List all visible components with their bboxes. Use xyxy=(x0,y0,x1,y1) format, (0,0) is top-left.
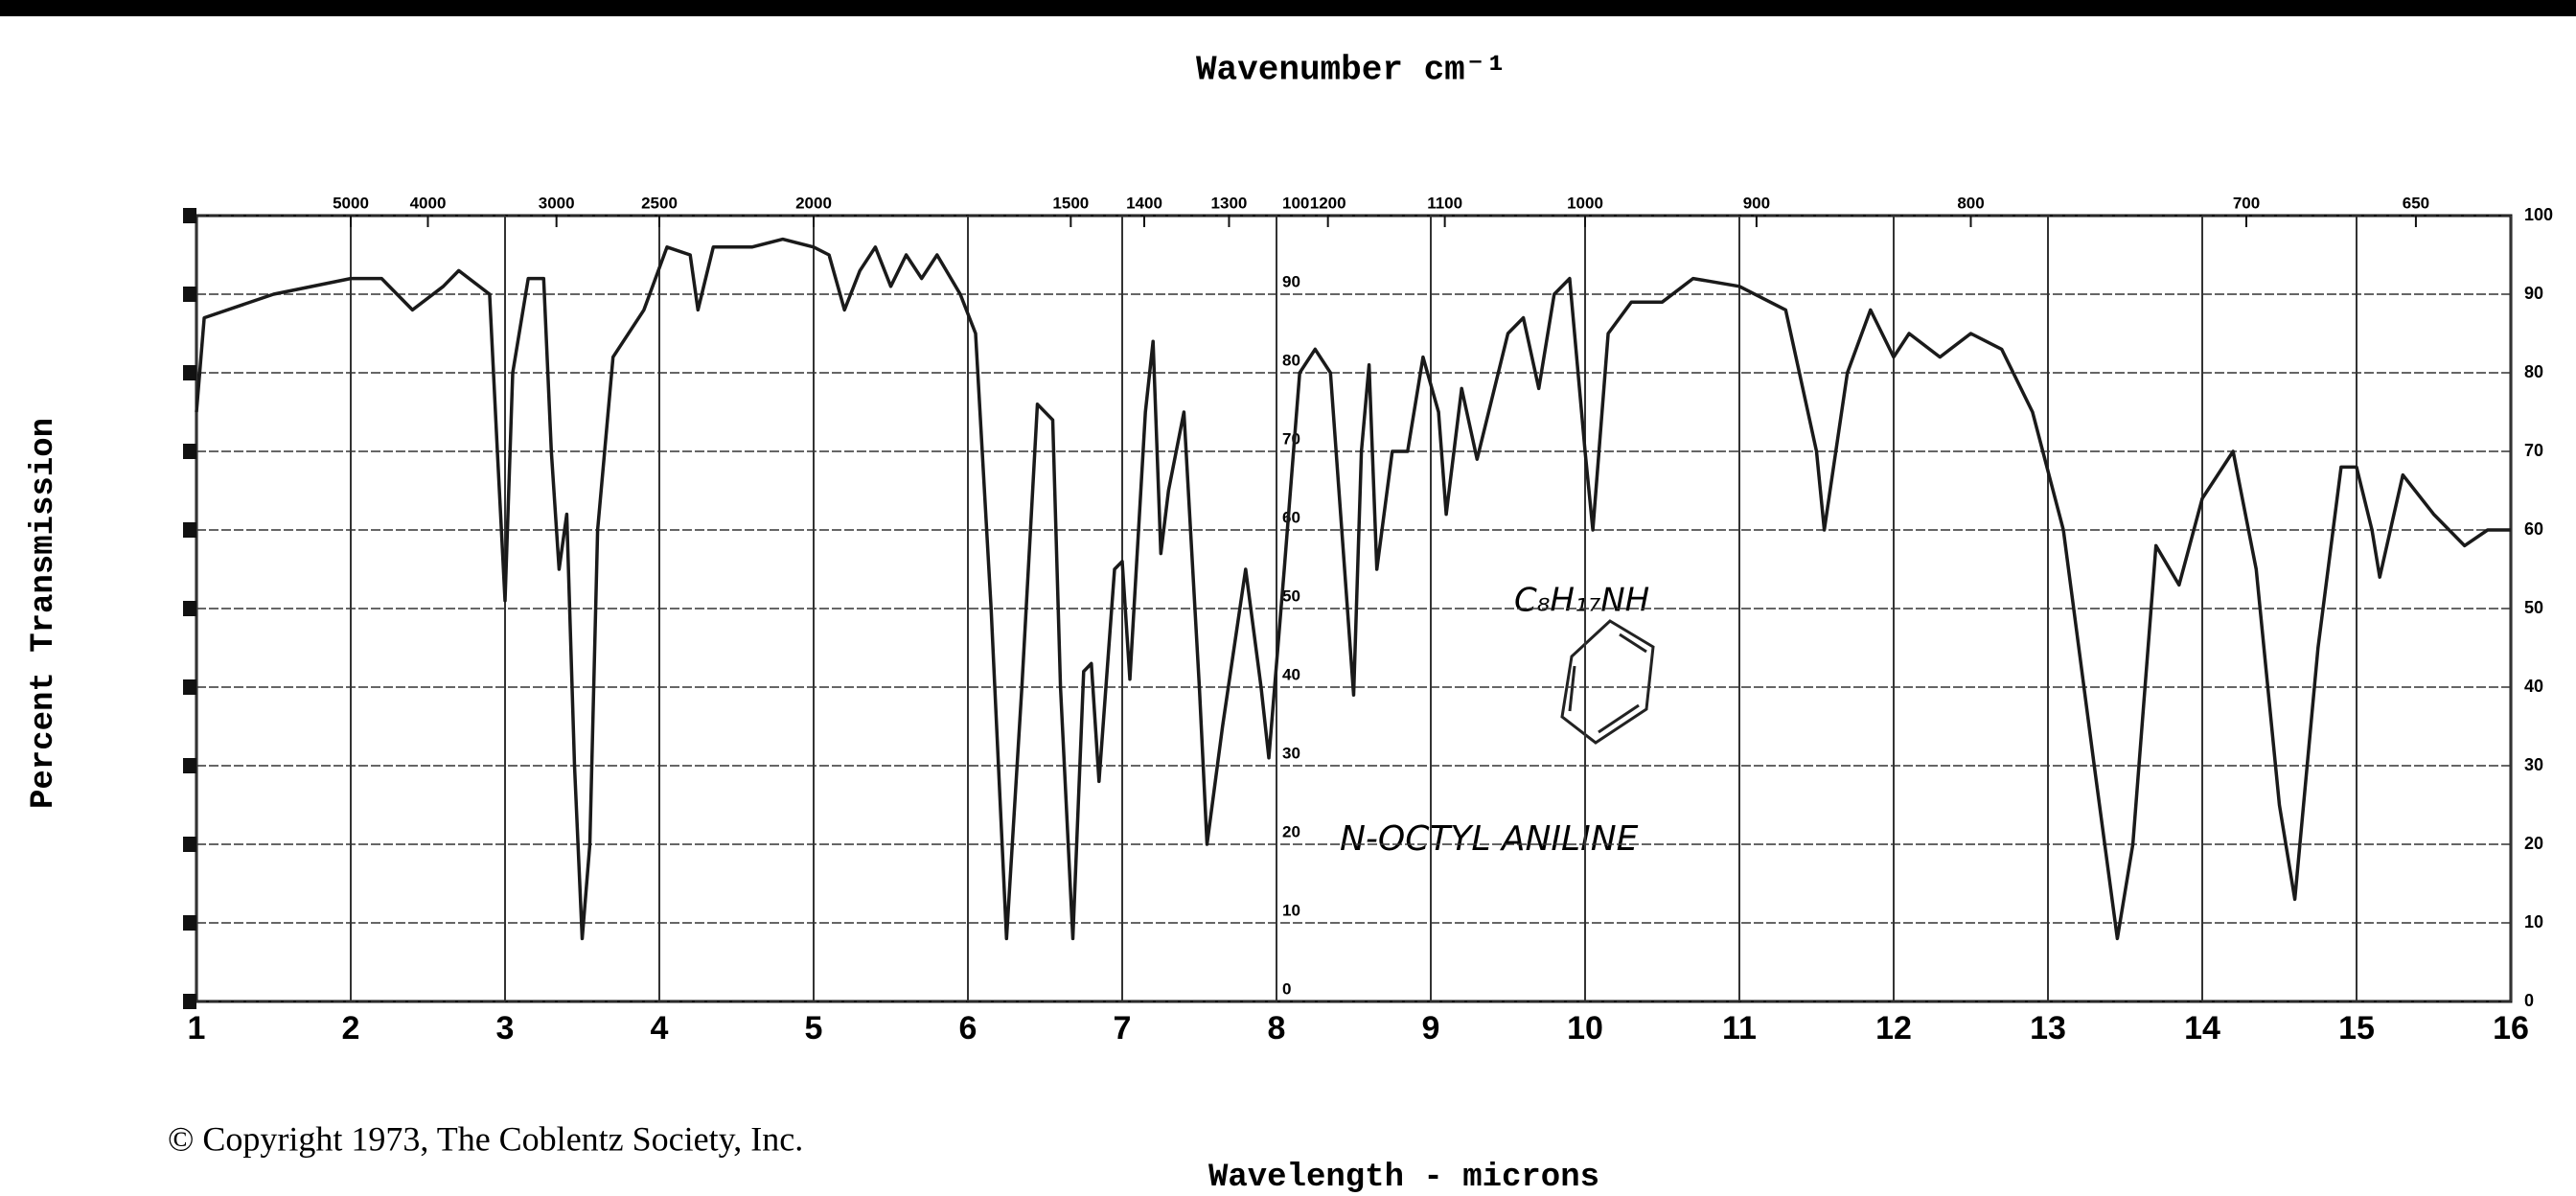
y-tick-mark xyxy=(183,915,196,931)
x-tick-label: 3 xyxy=(496,1010,515,1046)
ring-outline xyxy=(1560,619,1655,745)
x-tick-label: 4 xyxy=(651,1010,669,1046)
x2-tick-label: 2000 xyxy=(795,194,832,212)
x2-tick-label: 800 xyxy=(1957,194,1984,212)
x2-tick-label: 1400 xyxy=(1126,194,1162,212)
y-tick-label-inner: 60 xyxy=(1282,508,1300,526)
y-tick-label-inner: 70 xyxy=(1282,429,1300,448)
x-tick-label: 2 xyxy=(342,1010,360,1046)
y-tick-label: 60 xyxy=(2524,519,2543,539)
x2-axis-label: Wavenumber cm⁻¹ xyxy=(1196,51,1506,90)
y-tick-label: 30 xyxy=(2524,755,2543,774)
x-tick-label: 14 xyxy=(2184,1010,2220,1046)
y-tick-mark xyxy=(183,365,196,380)
y-tick-label-inner: 100 xyxy=(1282,194,1309,212)
x2-tick-label: 1100 xyxy=(1427,194,1462,212)
benzene-ring xyxy=(1560,619,1655,745)
y-tick-label-inner: 10 xyxy=(1282,901,1300,919)
y-tick-label: 70 xyxy=(2524,441,2543,460)
x2-tick-label: 1000 xyxy=(1567,194,1603,212)
y-tick-label-inner: 90 xyxy=(1282,272,1300,290)
y-tick-label-inner: 40 xyxy=(1282,665,1300,683)
x-tick-label: 8 xyxy=(1268,1010,1286,1046)
x-tick-label: 9 xyxy=(1422,1010,1440,1046)
x2-tick-label: 5000 xyxy=(333,194,369,212)
y-tick-mark xyxy=(183,758,196,773)
x-tick-label: 13 xyxy=(2030,1010,2066,1046)
plot-frame xyxy=(195,214,2513,1003)
y-tick-label-inner: 80 xyxy=(1282,351,1300,369)
compound-annotation: N-OCTYL ANILINE xyxy=(1340,819,1639,859)
x-tick-label: 1 xyxy=(188,1010,206,1046)
x2-tick-label: 1300 xyxy=(1211,194,1248,212)
x-tick-label: 6 xyxy=(959,1010,978,1046)
x-tick-label: 15 xyxy=(2338,1010,2375,1046)
y-tick-label-inner: 20 xyxy=(1282,822,1300,840)
x-axis-label: Wavelength - microns xyxy=(1208,1160,1599,1196)
x-tick-label: 10 xyxy=(1567,1010,1603,1046)
x2-tick-label: 1500 xyxy=(1052,194,1089,212)
y-tick-mark xyxy=(183,679,196,695)
y-tick-mark xyxy=(183,287,196,302)
x-tick-label: 11 xyxy=(1722,1010,1757,1046)
top-bar xyxy=(0,0,2576,16)
x2-tick-label: 4000 xyxy=(410,194,447,212)
y-axis-label: Percent Transmission xyxy=(26,418,62,809)
y-tick-label: 20 xyxy=(2524,834,2543,853)
y-tick-mark xyxy=(183,994,196,1009)
copyright: © Copyright 1973, The Coblentz Society, … xyxy=(168,1119,803,1158)
ring-bond xyxy=(1568,665,1576,712)
ring-bond xyxy=(1598,703,1640,734)
x-tick-label: 7 xyxy=(1114,1010,1132,1046)
y-tick-mark xyxy=(183,444,196,459)
y-tick-label: 10 xyxy=(2524,912,2543,932)
y-tick-mark xyxy=(183,522,196,538)
ring-bond xyxy=(1619,632,1647,654)
y-tick-mark xyxy=(183,208,196,223)
x2-tick-label: 1200 xyxy=(1310,194,1346,212)
x2-tick-label: 700 xyxy=(2233,194,2260,212)
x-tick-label: 12 xyxy=(1875,1010,1912,1046)
y-tick-label-inner: 0 xyxy=(1282,979,1291,998)
x2-tick-label: 900 xyxy=(1743,194,1770,212)
x-tick-label: 5 xyxy=(805,1010,823,1046)
y-tick-label: 0 xyxy=(2524,991,2534,1010)
y-tick-mark xyxy=(183,837,196,852)
y-tick-label: 50 xyxy=(2524,598,2543,617)
formula-annotation: C₈H₁₇NH xyxy=(1514,582,1649,620)
y-tick-label: 80 xyxy=(2524,362,2543,381)
y-tick-label: 40 xyxy=(2524,677,2543,696)
y-tick-mark xyxy=(183,601,196,616)
x2-tick-label: 2500 xyxy=(641,194,678,212)
x-tick-label: 16 xyxy=(2493,1010,2529,1046)
spectrum-line xyxy=(195,237,2511,941)
y-tick-label-inner: 50 xyxy=(1282,586,1300,605)
x2-tick-label: 3000 xyxy=(539,194,575,212)
x2-tick-label: 650 xyxy=(2403,194,2429,212)
y-tick-label-inner: 30 xyxy=(1282,744,1300,762)
y-tick-label: 90 xyxy=(2524,284,2543,303)
y-tick-label: 100 xyxy=(2524,205,2553,224)
